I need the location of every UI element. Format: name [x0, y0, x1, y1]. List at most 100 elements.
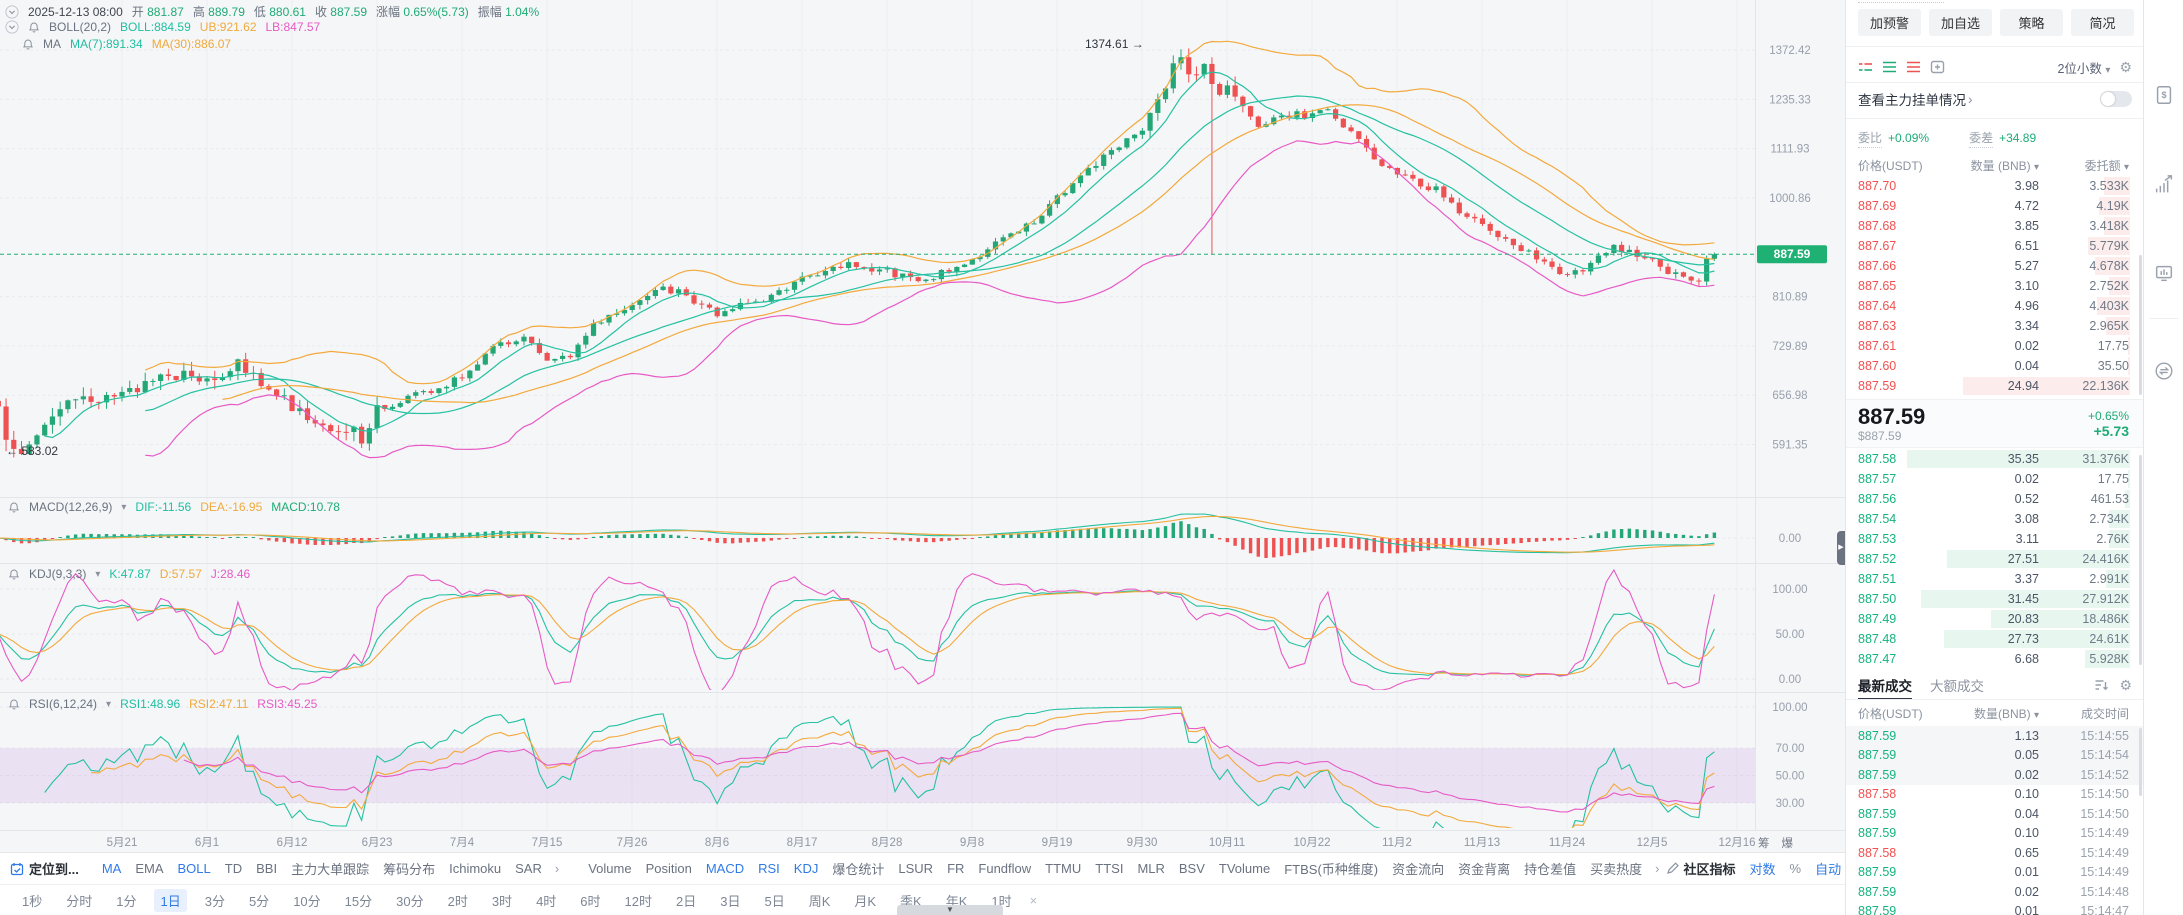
- orderbook-bid-row[interactable]: 887.51 3.37 2.991K: [1846, 569, 2144, 589]
- tab-large-trades[interactable]: 大额成交: [1930, 679, 1984, 694]
- timeframe-3日[interactable]: 3日: [720, 894, 741, 909]
- indicator-TVolume[interactable]: TVolume: [1218, 861, 1271, 876]
- indicator-KDJ[interactable]: KDJ: [793, 861, 819, 876]
- market-trend-icon[interactable]: [2153, 174, 2175, 196]
- orderbook-ask-row[interactable]: 887.65 3.10 2.752K: [1846, 276, 2144, 296]
- timeframe-3时[interactable]: 3时: [491, 894, 513, 909]
- indicator-资金背离[interactable]: 资金背离: [1458, 862, 1511, 877]
- last-price-block[interactable]: 887.59 $887.59 +0.65% +5.73: [1846, 399, 2144, 448]
- orderbook-bid-row[interactable]: 887.57 0.02 17.75: [1846, 469, 2144, 489]
- order-record-icon[interactable]: $: [2153, 84, 2175, 106]
- orderbook-bid-row[interactable]: 887.53 3.11 2.76K: [1846, 529, 2144, 549]
- ma-name[interactable]: MA: [43, 37, 61, 51]
- boll-name[interactable]: BOLL(20,2): [49, 20, 112, 34]
- book-layout-both-icon[interactable]: [1858, 60, 1873, 74]
- indicator-筹码分布[interactable]: 筹码分布: [383, 862, 436, 877]
- indicator-TTSI[interactable]: TTSI: [1095, 861, 1124, 876]
- indicator-FTBS(币种维度)[interactable]: FTBS(币种维度): [1284, 862, 1379, 877]
- more-main-indicators[interactable]: ›: [554, 861, 560, 876]
- timeframe-2时[interactable]: 2时: [447, 894, 468, 909]
- auto-scale-toggle[interactable]: 自动: [1815, 862, 1842, 877]
- data-chart-icon[interactable]: [2153, 262, 2175, 284]
- indicator-TD[interactable]: TD: [224, 861, 243, 876]
- rsi-name[interactable]: RSI(6,12,24): [29, 697, 98, 711]
- orderbook-ask-row[interactable]: 887.60 0.04 35.50: [1846, 356, 2144, 376]
- gear-icon[interactable]: ⚙: [2119, 676, 2132, 693]
- alert-bell-icon[interactable]: [28, 21, 40, 34]
- macd-name[interactable]: MACD(12,26,9): [29, 500, 113, 514]
- orderbook-ask-row[interactable]: 887.70 3.98 3.533K: [1846, 176, 2144, 196]
- more-sub-indicators[interactable]: ›: [1655, 861, 1660, 876]
- indicator-主力大单跟踪[interactable]: 主力大单跟踪: [291, 862, 370, 877]
- indicator-BSV[interactable]: BSV: [1178, 861, 1205, 876]
- orderbook-bid-row[interactable]: 887.56 0.52 461.53: [1846, 489, 2144, 509]
- main-orders-toggle[interactable]: [2100, 91, 2132, 107]
- timeframe-12时[interactable]: 12时: [624, 894, 652, 909]
- trade-row[interactable]: 887.59 0.02 15:14:52: [1846, 765, 2144, 785]
- percent-scale-toggle[interactable]: %: [1789, 861, 1802, 876]
- timeframe-4时[interactable]: 4时: [536, 894, 557, 909]
- axis-extra-toggles[interactable]: 筹爆: [1758, 835, 1793, 851]
- timeframe-5日[interactable]: 5日: [764, 894, 785, 909]
- orderbook-bid-row[interactable]: 887.48 27.73 24.61K: [1846, 629, 2144, 649]
- timeframe-3分[interactable]: 3分: [204, 894, 225, 909]
- alert-bell-icon[interactable]: [8, 568, 20, 581]
- timeframe-周K[interactable]: 周K: [808, 894, 831, 909]
- indicator-Ichimoku[interactable]: Ichimoku: [449, 861, 502, 876]
- amount-sort-header[interactable]: 委托额 ▾: [2084, 158, 2129, 173]
- kdj-name[interactable]: KDJ(9,3,3): [29, 567, 87, 581]
- action-加自选[interactable]: 加自选: [1929, 9, 1992, 36]
- timeframe-1日[interactable]: 1日: [154, 889, 187, 912]
- caret-down-icon[interactable]: ▾: [106, 698, 112, 710]
- caret-down-icon[interactable]: ▾: [95, 568, 101, 580]
- indicator-FR[interactable]: FR: [947, 861, 965, 876]
- caret-down-icon[interactable]: ▾: [121, 501, 127, 513]
- indicator-LSUR[interactable]: LSUR: [898, 861, 934, 876]
- timeframe-5分[interactable]: 5分: [248, 894, 270, 909]
- bids-scrollbar[interactable]: [2139, 455, 2142, 665]
- trade-row[interactable]: 887.59 0.10 15:14:49: [1846, 824, 2144, 844]
- timeframe-2日[interactable]: 2日: [676, 894, 697, 909]
- indicator-TTMU[interactable]: TTMU: [1045, 861, 1082, 876]
- orderbook-ask-row[interactable]: 887.59 24.94 22.136K: [1846, 376, 2144, 396]
- orderbook-ask-row[interactable]: 887.66 5.27 4.678K: [1846, 256, 2144, 276]
- chevron-circle-icon[interactable]: [5, 20, 19, 34]
- locate-to-button[interactable]: 定位到...: [10, 859, 79, 878]
- indicator-MLR[interactable]: MLR: [1137, 861, 1165, 876]
- indicator-Volume[interactable]: Volume: [588, 861, 632, 876]
- orderbook-bid-row[interactable]: 887.50 31.45 27.912K: [1846, 589, 2144, 609]
- orderbook-bid-row[interactable]: 887.49 20.83 18.486K: [1846, 609, 2144, 629]
- axis-toggle-筹[interactable]: 筹: [1758, 838, 1770, 850]
- orderbook-ask-row[interactable]: 887.68 3.85 3.418K: [1846, 216, 2144, 236]
- indicator-RSI[interactable]: RSI: [758, 861, 780, 876]
- qty-sort-header[interactable]: 数量 (BNB) ▾: [1970, 158, 2039, 173]
- orderbook-ask-row[interactable]: 887.67 6.51 5.779K: [1846, 236, 2144, 256]
- kline-chart[interactable]: 1372.42 1235.33 1111.93 1000.86 810.89 729.89…: [0, 0, 1845, 852]
- timeframe-15分[interactable]: 15分: [344, 894, 373, 909]
- orderbook-ask-row[interactable]: 887.69 4.72 4.19K: [1846, 196, 2144, 216]
- indicator-爆仓统计[interactable]: 爆仓统计: [832, 862, 885, 877]
- convert-icon[interactable]: [2153, 360, 2175, 382]
- action-加预警[interactable]: 加预警: [1858, 9, 1921, 36]
- orderbook-bid-row[interactable]: 887.58 35.35 31.376K: [1846, 449, 2144, 469]
- indicator-MA[interactable]: MA: [101, 861, 122, 876]
- trade-row[interactable]: 887.59 0.02 15:14:48: [1846, 882, 2144, 902]
- close-icon[interactable]: ×: [1029, 893, 1038, 908]
- alert-bell-icon[interactable]: [8, 698, 20, 711]
- alert-bell-icon[interactable]: [8, 501, 20, 514]
- indicator-MACD[interactable]: MACD: [705, 861, 745, 876]
- book-layout-asks-icon[interactable]: [1906, 60, 1921, 74]
- tab-latest-trades[interactable]: 最新成交: [1858, 675, 1912, 700]
- timeframe-10分[interactable]: 10分: [293, 894, 321, 909]
- trade-row[interactable]: 887.59 0.05 15:14:54: [1846, 745, 2144, 765]
- orderbook-ask-row[interactable]: 887.61 0.02 17.75: [1846, 336, 2144, 356]
- trade-row[interactable]: 887.58 0.10 15:14:50: [1846, 785, 2144, 805]
- orderbook-bid-row[interactable]: 887.47 6.68 5.928K: [1846, 649, 2144, 669]
- orderbook-ask-row[interactable]: 887.63 3.34 2.965K: [1846, 316, 2144, 336]
- action-简况[interactable]: 简况: [2071, 9, 2134, 36]
- indicator-资金流向[interactable]: 资金流向: [1392, 862, 1445, 877]
- chevron-circle-icon[interactable]: [5, 4, 19, 19]
- book-layout-bids-icon[interactable]: [1882, 60, 1897, 74]
- trades-scrollbar[interactable]: [2139, 728, 2142, 796]
- trade-row[interactable]: 887.59 1.13 15:14:55: [1846, 726, 2144, 746]
